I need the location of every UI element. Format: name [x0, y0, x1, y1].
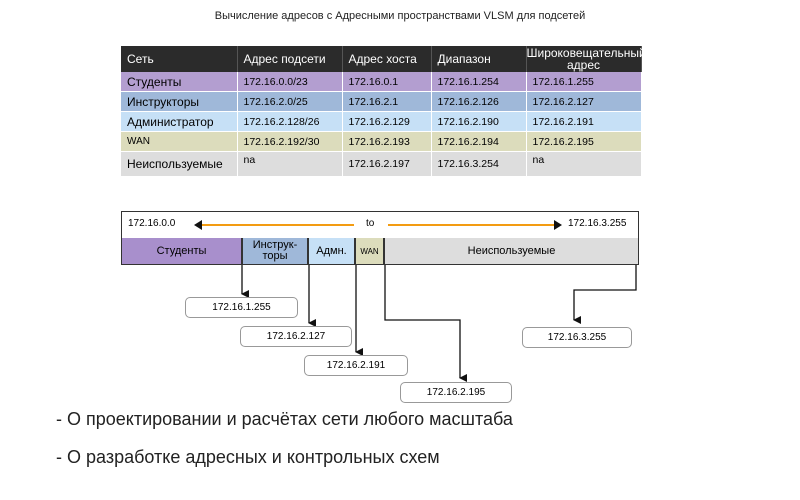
cell-network: Инструкторы: [121, 91, 238, 112]
cell-subnet: 172.16.2.128/26: [237, 111, 343, 132]
cell-range: 172.16.3.254: [431, 151, 527, 177]
cell-range: 172.16.1.254: [431, 72, 527, 92]
subnet-segment-bar: Студенты Инструк- торы Адмн. WAN Неиспол…: [121, 238, 639, 265]
cell-network: WAN: [121, 131, 238, 152]
cell-subnet: 172.16.2.0/25: [237, 91, 343, 112]
cell-network: Администратор: [121, 111, 238, 132]
vlsm-table: Сеть Адрес подсети Адрес хоста Диапазон …: [121, 46, 646, 177]
bullet-line-1: - О проектировании и расчётах сети любог…: [56, 409, 513, 429]
broadcast-box-admin: 172.16.2.191: [304, 355, 408, 376]
range-line-right: [388, 224, 554, 226]
cell-range: 172.16.2.126: [431, 91, 527, 112]
address-range-bar: 172.16.0.0 to 172.16.3.255: [121, 211, 639, 239]
cell-broadcast: na: [526, 151, 642, 177]
segment-instructors: Инструк- торы: [243, 238, 309, 264]
header-subnet-address: Адрес подсети: [237, 46, 343, 72]
arrow-left-icon: [194, 220, 202, 230]
header-range: Диапазон: [431, 46, 527, 72]
segment-unused: Неиспользуемые: [385, 238, 638, 264]
cell-broadcast: 172.16.2.195: [526, 131, 642, 152]
cell-host: 172.16.2.197: [342, 151, 432, 177]
table-row: Инструкторы 172.16.2.0/25 172.16.2.1 172…: [121, 91, 642, 112]
broadcast-box-unused: 172.16.3.255: [522, 327, 632, 348]
segment-students: Студенты: [122, 238, 243, 264]
cell-network: Студенты: [121, 72, 238, 92]
broadcast-box-students: 172.16.1.255: [185, 297, 298, 318]
header-host-address: Адрес хоста: [342, 46, 432, 72]
cell-range: 172.16.2.194: [431, 131, 527, 152]
cell-host: 172.16.2.1: [342, 91, 432, 112]
connector-unused: [573, 265, 637, 324]
header-network: Сеть: [121, 46, 238, 72]
table-row: Администратор 172.16.2.128/26 172.16.2.1…: [121, 111, 642, 132]
table-row: Студенты 172.16.0.0/23 172.16.0.1 172.16…: [121, 72, 642, 92]
cell-subnet: 172.16.0.0/23: [237, 72, 343, 92]
range-line-left: [202, 224, 354, 226]
cell-subnet: na: [237, 151, 343, 177]
bullet-line-2: - О разработке адресных и контрольных сх…: [56, 447, 440, 467]
cell-host: 172.16.2.193: [342, 131, 432, 152]
table-row: Неиспользуемые na 172.16.2.197 172.16.3.…: [121, 151, 642, 177]
arrow-right-icon: [554, 220, 562, 230]
table-row: WAN 172.16.2.192/30 172.16.2.193 172.16.…: [121, 131, 642, 152]
cell-broadcast: 172.16.2.191: [526, 111, 642, 132]
connector-wan: [384, 265, 467, 382]
cell-broadcast: 172.16.2.127: [526, 91, 642, 112]
range-end-label: 172.16.3.255: [568, 218, 627, 229]
cell-host: 172.16.2.129: [342, 111, 432, 132]
broadcast-box-wan: 172.16.2.195: [400, 382, 512, 403]
broadcast-box-instructors: 172.16.2.127: [240, 326, 352, 347]
segment-admin: Адмн.: [309, 238, 356, 264]
cell-broadcast: 172.16.1.255: [526, 72, 642, 92]
cell-subnet: 172.16.2.192/30: [237, 131, 343, 152]
table-header-row: Сеть Адрес подсети Адрес хоста Диапазон …: [121, 46, 646, 72]
cell-host: 172.16.0.1: [342, 72, 432, 92]
cell-network: Неиспользуемые: [121, 151, 238, 177]
header-broadcast-address: Широковещательный адрес: [526, 46, 646, 72]
segment-wan: WAN: [356, 238, 385, 264]
cell-range: 172.16.2.190: [431, 111, 527, 132]
diagram-title: Вычисление адресов с Адресными пространс…: [214, 10, 586, 22]
range-to-label: to: [366, 218, 375, 229]
range-start-label: 172.16.0.0: [128, 218, 176, 229]
